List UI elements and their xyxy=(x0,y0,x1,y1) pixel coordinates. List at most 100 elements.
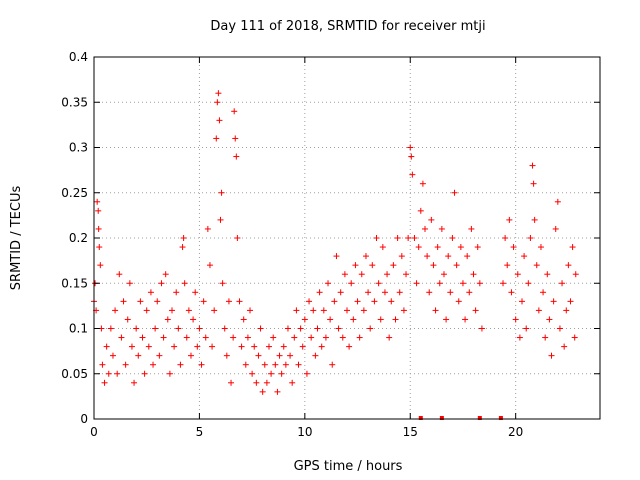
data-point xyxy=(516,334,523,341)
data-point xyxy=(135,352,142,359)
data-point xyxy=(200,298,207,305)
data-point xyxy=(297,325,304,332)
data-point xyxy=(341,271,348,278)
data-point xyxy=(565,262,572,269)
data-point xyxy=(303,370,310,377)
grid xyxy=(94,57,600,419)
data-point xyxy=(169,307,176,314)
data-point xyxy=(466,289,473,296)
data-point xyxy=(253,379,260,386)
data-point xyxy=(358,271,365,278)
data-point xyxy=(333,253,340,260)
data-point xyxy=(550,298,557,305)
data-point xyxy=(514,271,521,278)
data-point xyxy=(563,307,570,314)
data-point xyxy=(322,334,329,341)
data-point xyxy=(236,298,243,305)
data-point xyxy=(339,334,346,341)
data-point xyxy=(408,153,415,160)
data-point xyxy=(173,289,180,296)
data-point xyxy=(99,361,106,368)
data-point xyxy=(185,307,192,314)
y-tick-label: 0.4 xyxy=(69,50,88,64)
data-point xyxy=(379,244,386,251)
data-point xyxy=(327,316,334,323)
data-point xyxy=(537,244,544,251)
x-tick-labels: 0 5 10 15 20 xyxy=(90,425,523,439)
data-point xyxy=(249,370,256,377)
data-point xyxy=(337,289,344,296)
data-point xyxy=(233,153,240,160)
data-point xyxy=(329,361,336,368)
data-point xyxy=(529,162,536,169)
data-point xyxy=(211,307,218,314)
data-point xyxy=(213,135,220,142)
data-point xyxy=(344,307,350,314)
y-tick-label: 0.35 xyxy=(61,95,88,109)
data-point xyxy=(428,216,435,223)
data-point xyxy=(299,343,306,350)
data-point xyxy=(554,198,561,205)
data-point xyxy=(405,235,412,241)
data-point xyxy=(114,370,121,377)
y-tick-label: 0 xyxy=(80,412,88,426)
data-point xyxy=(331,298,338,305)
data-point xyxy=(206,262,213,269)
data-point xyxy=(257,325,264,332)
data-point xyxy=(569,244,576,251)
data-point xyxy=(476,280,483,287)
data-point xyxy=(145,343,152,350)
data-point xyxy=(451,189,458,196)
data-point xyxy=(542,334,549,341)
data-point xyxy=(97,262,104,269)
data-point xyxy=(525,280,532,287)
data-point xyxy=(530,180,537,187)
data-point xyxy=(251,343,258,350)
data-point xyxy=(523,325,530,332)
data-point xyxy=(457,244,464,251)
data-point xyxy=(231,108,238,115)
data-point xyxy=(131,379,138,386)
data-point xyxy=(154,298,161,305)
data-point xyxy=(453,262,460,269)
axis-ticks xyxy=(93,56,600,420)
y-tick-label: 0.3 xyxy=(69,141,88,155)
data-point xyxy=(388,298,395,305)
data-point xyxy=(190,316,197,323)
data-point xyxy=(365,289,372,296)
data-point xyxy=(459,280,466,287)
data-point xyxy=(335,325,342,332)
data-point xyxy=(438,225,445,232)
data-point xyxy=(400,307,407,314)
data-point xyxy=(244,334,251,341)
data-point xyxy=(434,244,441,251)
data-point xyxy=(261,361,268,368)
y-tick-label: 0.1 xyxy=(69,322,88,336)
data-point xyxy=(268,370,275,377)
data-point xyxy=(390,262,397,269)
data-point xyxy=(417,207,424,214)
data-point xyxy=(426,289,433,296)
data-point xyxy=(175,325,182,332)
data-point xyxy=(301,316,308,323)
data-point xyxy=(544,271,551,278)
data-point xyxy=(230,334,237,341)
data-point xyxy=(120,298,127,305)
data-point xyxy=(462,316,469,323)
data-point xyxy=(371,298,378,305)
x-tick-label: 0 xyxy=(90,425,98,439)
data-point xyxy=(128,343,135,350)
data-point xyxy=(202,334,209,341)
data-point xyxy=(447,289,454,296)
data-point xyxy=(504,262,511,269)
data-point xyxy=(392,316,399,323)
gap-marker xyxy=(498,416,503,420)
data-point xyxy=(150,361,157,368)
data-point xyxy=(282,361,289,368)
data-point xyxy=(180,235,187,241)
data-point xyxy=(367,325,374,332)
data-point xyxy=(179,244,186,251)
data-point xyxy=(204,225,211,232)
data-point xyxy=(95,207,102,214)
